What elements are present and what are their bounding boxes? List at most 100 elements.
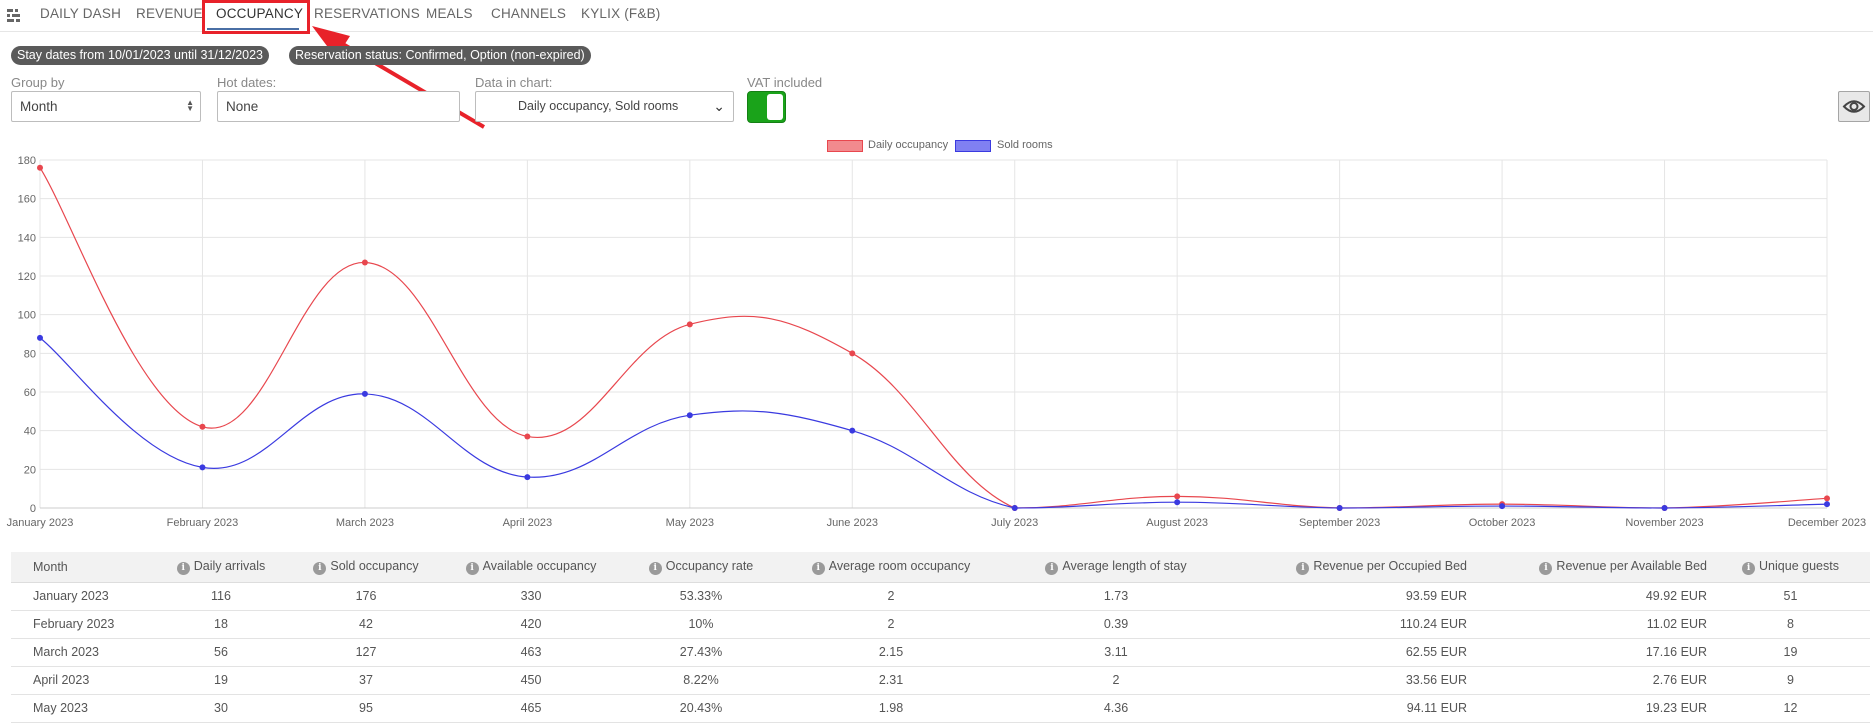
x-tick-label: September 2023	[1299, 517, 1380, 529]
settings-sliders-icon[interactable]	[6, 7, 22, 23]
table-row: May 2023 30 95 465 20.43% 1.98 4.36 94.11 EUR 19…	[11, 694, 1870, 723]
tab-reservations[interactable]: RESERVATIONS	[314, 6, 420, 21]
table-cell: 12	[1711, 694, 1870, 723]
table-cell: 30	[151, 694, 291, 723]
x-tick-label: November 2023	[1625, 517, 1703, 529]
data-point	[37, 334, 43, 341]
tab-kylix[interactable]: KYLIX (F&B)	[581, 6, 661, 21]
series-line-sold-rooms	[39, 337, 1828, 509]
table-cell: 62.55 EUR	[1231, 638, 1471, 667]
legend-swatch-daily-occupancy	[827, 140, 863, 152]
col-header-occupancy-rate: i Occupancy rate	[621, 552, 781, 583]
table-cell: 420	[441, 610, 621, 639]
col-header-sold-occupancy: i Sold occupancy	[291, 552, 441, 583]
group-by-label: Group by	[11, 75, 65, 90]
table-cell: 94.11 EUR	[1231, 694, 1471, 723]
tab-daily-dash[interactable]: DAILY DASH	[40, 6, 122, 21]
table-row: February 2023 18 42 420 10% 2 0.39 110.24 EUR 11…	[11, 610, 1870, 639]
data-point	[849, 350, 856, 357]
table-cell: 51	[1711, 582, 1870, 611]
data-in-chart-value: Daily occupancy, Sold rooms	[518, 99, 679, 113]
legend-label-sold-rooms: Sold rooms	[997, 139, 1053, 151]
filter-pill-stay-dates: Stay dates from 10/01/2023 until 31/12/2…	[11, 46, 270, 65]
data-in-chart-select[interactable]: Daily occupancy, Sold rooms ⌄	[475, 91, 734, 122]
info-icon[interactable]: i	[176, 561, 190, 575]
table-cell: 330	[441, 582, 621, 611]
info-icon[interactable]: i	[1045, 561, 1059, 575]
table-cell: 0.39	[1001, 610, 1231, 639]
tab-occupancy[interactable]: OCCUPANCY	[216, 6, 304, 21]
table-cell: 4.36	[1001, 694, 1231, 723]
table-row: April 2023 19 37 450 8.22% 2.31 2 33.56 EUR 2.76…	[11, 666, 1870, 695]
table-cell: 1.98	[781, 694, 1001, 723]
x-tick-label: January 2023	[7, 517, 74, 529]
tab-revenue[interactable]: REVENUE	[136, 6, 203, 21]
y-tick-label: 180	[18, 155, 36, 167]
table-cell: 27.43%	[621, 638, 781, 667]
col-header-unique-guests: i Unique guests	[1711, 552, 1870, 583]
info-icon[interactable]: i	[465, 561, 479, 575]
legend-swatch-sold-rooms	[955, 140, 991, 152]
y-tick-label: 40	[24, 426, 36, 438]
tab-channels[interactable]: CHANNELS	[491, 6, 567, 21]
info-icon[interactable]: i	[313, 561, 327, 575]
y-tick-label: 0	[30, 503, 36, 515]
table-cell: 19.23 EUR	[1471, 694, 1711, 723]
table-cell: April 2023	[11, 666, 151, 695]
chevron-down-icon: ⌄	[713, 98, 725, 114]
data-point	[524, 433, 531, 440]
table-cell: 19	[151, 666, 291, 695]
table-cell: 49.92 EUR	[1471, 582, 1711, 611]
data-point	[1661, 505, 1668, 511]
y-tick-label: 20	[24, 464, 36, 476]
info-icon[interactable]: i	[648, 561, 662, 575]
data-point	[1499, 503, 1506, 510]
y-tick-label: 140	[18, 232, 36, 244]
table-cell: 2.31	[781, 666, 1001, 695]
info-icon[interactable]: i	[1742, 561, 1756, 575]
table-row: January 2023 116 176 330 53.33% 2 1.73 93.59 EU…	[11, 582, 1870, 611]
data-point	[849, 427, 856, 434]
table-cell: 17.16 EUR	[1471, 638, 1711, 667]
data-point	[524, 474, 531, 481]
data-point	[1174, 499, 1181, 506]
legend-label-daily-occupancy: Daily occupancy	[868, 139, 949, 151]
data-point	[361, 259, 368, 266]
group-by-select[interactable]: Month ▲ ▼	[11, 91, 201, 122]
table-cell: 463	[441, 638, 621, 667]
data-point	[1336, 505, 1343, 511]
vat-toggle[interactable]	[747, 91, 786, 123]
x-tick-label: December 2023	[1788, 517, 1866, 529]
data-point	[361, 390, 368, 397]
table-cell: 8	[1711, 610, 1870, 639]
info-icon[interactable]: i	[811, 561, 825, 575]
table-cell: 2.76 EUR	[1471, 666, 1711, 695]
table-cell: March 2023	[11, 638, 151, 667]
data-point	[686, 412, 693, 419]
table-cell: 11.02 EUR	[1471, 610, 1711, 639]
table-cell: 110.24 EUR	[1231, 610, 1471, 639]
table-cell: 33.56 EUR	[1231, 666, 1471, 695]
data-point	[199, 423, 206, 430]
y-tick-label: 80	[24, 348, 36, 360]
filter-pill-reservation-status: Reservation status: Confirmed, Option (n…	[289, 46, 591, 65]
x-tick-label: October 2023	[1469, 517, 1536, 529]
x-tick-label: August 2023	[1146, 517, 1208, 529]
table-cell: 37	[291, 666, 441, 695]
visibility-button[interactable]	[1838, 91, 1870, 122]
toggle-knob	[767, 94, 783, 120]
info-icon[interactable]: i	[1296, 561, 1310, 575]
info-icon[interactable]: i	[1539, 561, 1553, 575]
series-line-daily-occupancy	[39, 167, 1828, 509]
table-cell: 3.11	[1001, 638, 1231, 667]
table-cell: 2	[781, 582, 1001, 611]
y-tick-label: 60	[24, 387, 36, 399]
tab-meals[interactable]: MEALS	[426, 6, 473, 21]
hot-dates-select[interactable]: None	[217, 91, 460, 122]
table-cell: 465	[441, 694, 621, 723]
group-by-value: Month	[20, 99, 58, 114]
table-cell: 19	[1711, 638, 1870, 667]
hot-dates-label: Hot dates:	[217, 75, 277, 90]
